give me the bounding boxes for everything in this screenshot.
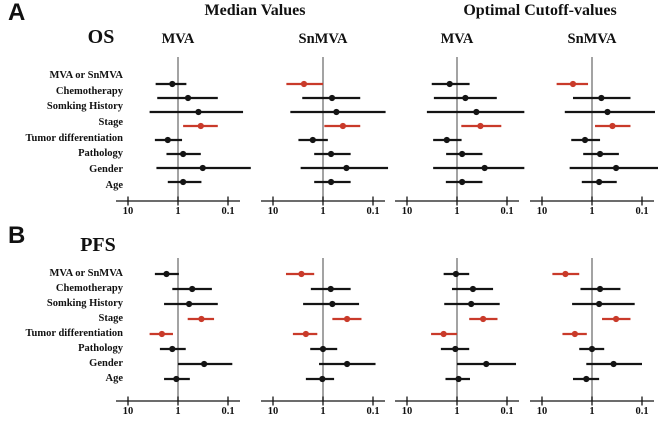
row-label: Pathology xyxy=(78,343,123,354)
group-header-optimal-cutoff: Optimal Cutoff-values xyxy=(463,2,617,19)
row-label: Tumor differentiation xyxy=(25,328,123,339)
svg-text:1: 1 xyxy=(320,406,325,417)
svg-text:10: 10 xyxy=(123,206,134,217)
row-label: Tumor differentiation xyxy=(25,132,123,144)
svg-text:1: 1 xyxy=(175,206,180,217)
row-label: Somking History xyxy=(46,101,123,113)
svg-text:1: 1 xyxy=(454,406,459,417)
svg-text:10: 10 xyxy=(268,406,279,417)
row-label: Somking History xyxy=(46,298,123,309)
row-label: Age xyxy=(105,373,124,384)
row-label: Chemotherapy xyxy=(55,283,123,294)
row-label: Stage xyxy=(98,117,124,129)
column-header-optimal-snmva: SnMVA xyxy=(567,31,617,47)
svg-text:0.1: 0.1 xyxy=(500,206,513,217)
svg-text:1: 1 xyxy=(320,206,325,217)
svg-text:10: 10 xyxy=(537,206,548,217)
row-label: Pathology xyxy=(78,148,123,160)
row-label: Chemotherapy xyxy=(55,85,123,97)
forest-plot-pfs-optimal-mva: 10 1 0.1 xyxy=(395,258,519,417)
panel-b-letter: B xyxy=(8,222,26,249)
column-header-optimal-mva: MVA xyxy=(440,31,474,47)
row-label: Stage xyxy=(98,313,124,324)
row-label: Gender xyxy=(89,164,123,176)
svg-text:1: 1 xyxy=(589,206,594,217)
forest-plot-pfs-median-mva: 10 1 0.1 xyxy=(116,258,240,417)
svg-text:0.1: 0.1 xyxy=(366,206,379,217)
svg-text:0.1: 0.1 xyxy=(500,406,513,417)
panel-b-row-labels: MVA or SnMVA Chemotherapy Somking History S… xyxy=(5,266,123,386)
forest-plot-os-median-snmva: 10 1 0.1 xyxy=(261,57,389,217)
svg-text:10: 10 xyxy=(123,406,134,417)
svg-text:0.1: 0.1 xyxy=(635,206,648,217)
svg-text:0.1: 0.1 xyxy=(635,406,648,417)
column-header-median-mva: MVA xyxy=(161,31,195,47)
svg-text:10: 10 xyxy=(402,206,413,217)
group-header-median-values: Median Values xyxy=(204,2,306,19)
svg-text:1: 1 xyxy=(454,206,459,217)
forest-plot-pfs-median-snmva: 10 1 0.1 xyxy=(261,258,385,417)
svg-text:10: 10 xyxy=(402,406,413,417)
column-header-median-snmva: SnMVA xyxy=(298,31,348,47)
panel-a-endpoint-os: OS xyxy=(87,26,115,48)
row-label: MVA or SnMVA xyxy=(49,70,123,81)
row-label: MVA or SnMVA xyxy=(49,268,123,279)
svg-text:10: 10 xyxy=(268,206,279,217)
svg-text:1: 1 xyxy=(175,406,180,417)
svg-text:0.1: 0.1 xyxy=(221,206,234,217)
svg-text:0.1: 0.1 xyxy=(221,406,234,417)
forest-plot-os-optimal-mva: 10 1 0.1 xyxy=(395,57,525,217)
svg-text:0.1: 0.1 xyxy=(366,406,379,417)
forest-plot-os-median-mva: 10 1 0.1 xyxy=(116,57,251,217)
row-label: Age xyxy=(105,179,124,191)
forest-plot-pfs-optimal-snmva: 10 1 0.1 xyxy=(530,258,654,417)
row-label: Gender xyxy=(89,358,123,369)
panel-a-row-labels: MVA or SnMVA Chemotherapy Somking History S… xyxy=(5,68,123,194)
forest-plot-os-optimal-snmva: 10 1 0.1 xyxy=(530,57,658,217)
panel-a-letter: A xyxy=(8,0,26,26)
svg-text:10: 10 xyxy=(537,406,548,417)
svg-text:1: 1 xyxy=(589,406,594,417)
panel-b-endpoint-pfs: PFS xyxy=(80,234,116,256)
